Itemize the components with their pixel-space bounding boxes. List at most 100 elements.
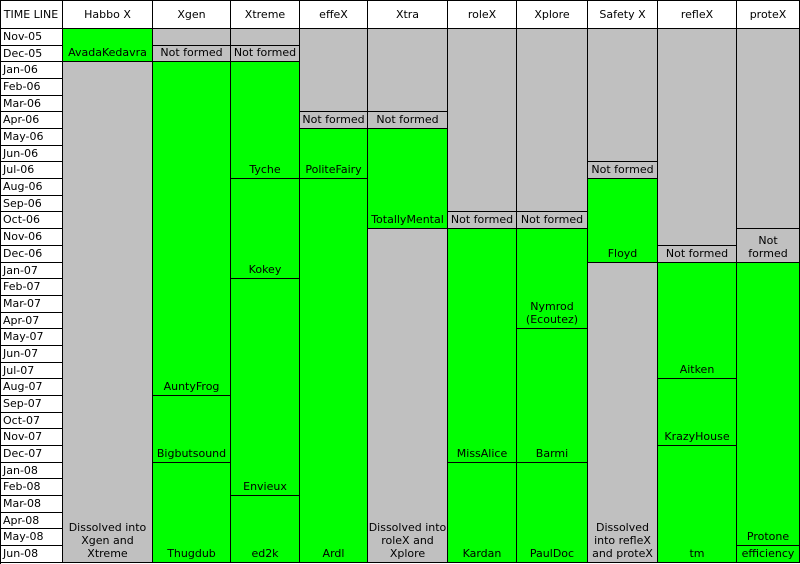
timeline-header: TIME LINE [0,0,63,29]
inactive-period-block: Not formed [737,229,800,263]
captain-tenure-block: tm [658,446,737,563]
status-note: Dissolved into refleX and proteX [592,521,653,560]
month-label: May-08 [0,529,63,546]
captain-name: Bigbutsound [156,447,227,460]
captain-name: Kardan [462,547,502,560]
status-note: Not formed [160,46,223,59]
captain-name: Tyche [249,163,281,176]
captain-tenure-block: Floyd [588,179,658,263]
captain-name: PaulDoc [529,547,575,560]
inactive-period-block [737,29,800,229]
inactive-period-block [517,29,588,212]
month-label: Dec-07 [0,446,63,463]
captain-tenure-block: Tyche [231,62,300,179]
month-label: Apr-08 [0,513,63,529]
captain-tenure-block: Nymrod (Ecoutez) [517,229,588,329]
captain-name: Protone [746,530,790,543]
captain-tenure-block: Ardl [300,179,368,563]
inactive-period-block: Not formed [300,112,368,129]
month-label: Dec-05 [0,46,63,62]
captain-tenure-block: PaulDoc [517,463,588,563]
captain-name: Floyd [607,247,638,260]
month-label: Mar-07 [0,296,63,313]
captain-name: TotallyMental [371,213,444,226]
month-label: Mar-08 [0,496,63,513]
team-header-safety-x: Safety X [588,0,658,29]
inactive-period-block: Not formed [231,46,300,62]
inactive-period-block [368,29,448,112]
month-label: Nov-06 [0,229,63,246]
inactive-period-block: Not formed [153,46,231,62]
month-label: May-07 [0,329,63,346]
captain-name: Envieux [243,480,287,493]
month-label: Dec-06 [0,246,63,263]
inactive-period-block: Not formed [588,162,658,179]
captain-tenure-block: Barmi [517,329,588,463]
status-note: Not formed [302,113,365,126]
captain-name: AuntyFrog [163,380,220,393]
team-header-rolex: roleX [448,0,517,29]
captain-tenure-block: Thugdub [153,463,231,563]
captain-tenure-block: KrazyHouse [658,379,737,446]
month-label: Aug-06 [0,179,63,196]
status-note: Not formed [748,234,788,260]
team-header-xplore: Xplore [517,0,588,29]
captain-name: Kokey [248,263,282,276]
month-label: Apr-06 [0,112,63,129]
status-note: Not formed [233,46,297,59]
month-label: Jun-06 [0,146,63,162]
team-header-effex: effeX [300,0,368,29]
captain-tenure-block: PoliteFairy [300,129,368,179]
captain-tenure-block: ed2k [231,496,300,563]
month-label: Feb-06 [0,79,63,96]
month-label: Jul-07 [0,363,63,379]
month-label: Jan-06 [0,62,63,79]
captain-tenure-block: Protone [737,263,800,546]
month-label: Apr-07 [0,313,63,329]
captain-tenure-block: TotallyMental [368,129,448,229]
captain-name: Nymrod (Ecoutez) [525,300,579,326]
month-label: Jan-08 [0,463,63,479]
captain-tenure-block: MissAlice [448,229,517,463]
team-header-xgen: Xgen [153,0,231,29]
inactive-period-block: Not formed [517,212,588,229]
captain-name: Barmi [535,447,569,460]
status-note: Not formed [591,163,654,176]
status-note: Dissolved into Xgen and Xtreme [68,521,147,560]
inactive-period-block: Not formed [448,212,517,229]
captain-name: AvadaKedavra [68,46,147,59]
team-header-reflex: refleX [658,0,737,29]
captain-name: KrazyHouse [664,430,730,443]
status-note: Not formed [450,213,514,226]
month-label: Oct-06 [0,212,63,229]
month-label: Sep-07 [0,396,63,413]
month-label: Sep-06 [0,196,63,212]
status-note: Not formed [376,113,439,126]
month-label: Jun-08 [0,546,63,563]
month-label: Jan-07 [0,263,63,279]
captain-name: tm [689,547,705,560]
captain-name: PoliteFairy [305,163,362,176]
team-header-xtreme: Xtreme [231,0,300,29]
captain-tenure-block: AvadaKedavra [63,29,153,62]
captain-tenure-block: efficiency [737,546,800,563]
inactive-period-block: Not formed [658,246,737,263]
status-note: Not formed [665,247,729,260]
captain-tenure-block: Aitken [658,263,737,379]
inactive-period-block: Dissolved into Xgen and Xtreme [63,62,153,563]
inactive-period-block [588,29,658,162]
team-header-habbo-x: Habbo X [63,0,153,29]
month-label: Jun-07 [0,346,63,363]
captain-name: ed2k [251,547,279,560]
team-header-protex: proteX [737,0,800,29]
month-label: May-06 [0,129,63,146]
month-label: Aug-07 [0,379,63,396]
team-header-xtra: Xtra [368,0,448,29]
captain-name: MissAlice [456,447,508,460]
captain-tenure-block: AuntyFrog [153,62,231,396]
captain-tenure-block: Envieux [231,279,300,496]
month-label: Nov-05 [0,29,63,46]
inactive-period-block: Dissolved into roleX and Xplore [368,229,448,563]
captain-name: Thugdub [167,547,216,560]
